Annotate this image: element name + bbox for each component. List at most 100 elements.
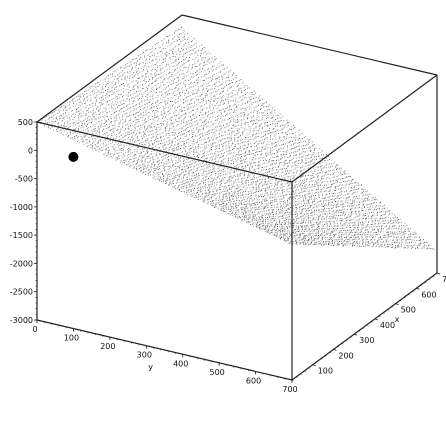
surface-point [242, 132, 244, 134]
surface-point [328, 199, 330, 201]
surface-point [254, 146, 256, 148]
surface-point [294, 201, 296, 203]
surface-point [294, 151, 296, 153]
surface-point [271, 211, 273, 213]
surface-point [178, 166, 180, 168]
surface-point [254, 209, 256, 211]
surface-point [130, 125, 131, 127]
surface-point [175, 160, 177, 162]
surface-point [184, 34, 186, 36]
surface-point [168, 114, 170, 116]
surface-point [299, 183, 301, 185]
surface-point [143, 80, 145, 82]
surface-point [308, 154, 309, 156]
surface-point [314, 183, 316, 185]
surface-point [121, 108, 123, 109]
surface-point [323, 191, 325, 193]
surface-point [243, 202, 245, 203]
surface-point [219, 181, 221, 183]
surface-point [126, 158, 128, 160]
surface-point [147, 88, 149, 90]
surface-point [126, 97, 128, 99]
surface-point [320, 211, 322, 213]
surface-point [377, 208, 379, 209]
surface-point [210, 121, 212, 123]
surface-point [206, 151, 208, 153]
surface-point [273, 191, 275, 193]
surface-point [142, 166, 144, 168]
surface-point [145, 50, 147, 52]
surface-point [137, 111, 139, 113]
surface-point [213, 74, 215, 76]
surface-point [352, 178, 354, 180]
surface-point [287, 125, 289, 127]
surface-point [195, 179, 197, 181]
surface-point [232, 105, 234, 107]
surface-point [198, 176, 200, 178]
surface-point [117, 126, 119, 128]
surface-point [177, 114, 179, 116]
surface-point [293, 171, 295, 173]
surface-point [216, 164, 218, 166]
surface-point [229, 197, 230, 199]
surface-point [81, 137, 83, 139]
surface-point [147, 119, 149, 121]
surface-point [157, 52, 159, 54]
surface-point [191, 125, 193, 127]
surface-point [191, 163, 193, 165]
surface-point [250, 172, 252, 174]
surface-point [301, 203, 303, 205]
surface-point [298, 160, 300, 162]
surface-point [343, 173, 345, 175]
surface-point [272, 193, 274, 195]
surface-point [264, 110, 266, 112]
surface-point [150, 108, 152, 110]
surface-point [195, 197, 197, 199]
surface-point [235, 176, 236, 178]
surface-point [226, 172, 228, 174]
surface-point [127, 95, 129, 97]
surface-point [113, 148, 115, 150]
surface-point [362, 192, 364, 194]
surface-point [190, 151, 192, 152]
surface-point [80, 101, 82, 103]
surface-point [243, 141, 245, 143]
surface-point [242, 108, 244, 110]
surface-point [143, 136, 145, 138]
surface-point [206, 157, 208, 159]
surface-point [174, 111, 176, 113]
surface-point [112, 141, 113, 143]
surface-point [343, 194, 345, 196]
surface-point [220, 180, 222, 182]
surface-point [160, 111, 162, 113]
surface-point [195, 57, 197, 59]
surface-point [83, 134, 85, 136]
surface-point [222, 79, 223, 81]
surface-point [293, 177, 295, 179]
surface-point [133, 114, 134, 116]
surface-point [259, 217, 260, 219]
surface-point [143, 147, 145, 149]
surface-point [245, 129, 247, 131]
surface-point [120, 138, 122, 140]
surface-point [156, 101, 158, 103]
surface-point [160, 102, 162, 103]
surface-point [216, 145, 218, 147]
surface-point [189, 123, 190, 125]
surface-point [200, 188, 202, 190]
surface-point [159, 51, 161, 53]
surface-point [147, 167, 148, 168]
surface-point [249, 154, 251, 155]
surface-point [105, 120, 107, 122]
surface-point [196, 92, 198, 94]
surface-point [173, 180, 175, 182]
surface-point [111, 103, 113, 105]
surface-point [196, 109, 198, 111]
surface-point [245, 137, 247, 138]
surface-point [274, 139, 276, 141]
surface-point [197, 123, 199, 125]
surface-point [158, 107, 160, 109]
surface-point [160, 137, 161, 139]
surface-point [173, 129, 175, 131]
surface-point [201, 174, 203, 176]
